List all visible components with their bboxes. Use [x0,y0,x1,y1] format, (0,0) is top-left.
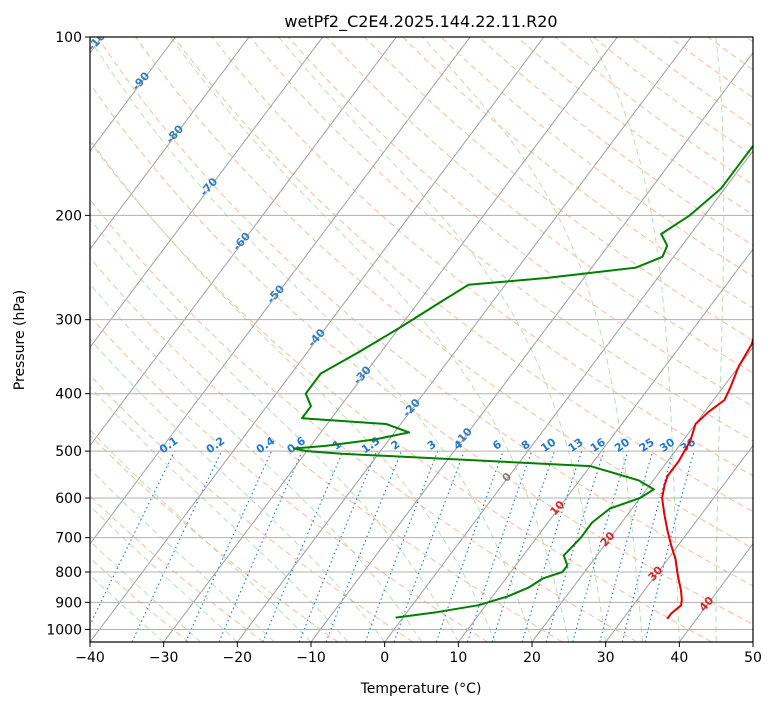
plot-area: -100-90-80-70-60-50-40-30-20-10010203040… [90,37,753,642]
mixing-ratio-line [572,450,629,642]
mixing-ratio-line [466,450,533,642]
dry-adiabat-line [96,37,753,587]
isotherm-line [236,37,692,642]
dry-adiabat-line [402,37,753,309]
temperature-profile-line [661,271,753,620]
moist-adiabat-line [278,37,607,642]
mixing-ratio-line [90,450,176,627]
y-tick-label: 600 [55,491,82,507]
moist-adiabat-line [715,37,725,642]
moist-adiabat-line [422,37,643,642]
x-tick-label: −10 [296,650,326,666]
isotherm-line [457,248,753,642]
isotherm-line [605,444,753,642]
y-tick-label: 500 [55,444,82,460]
x-axis-label: Temperature (°C) [360,681,482,697]
isotherm-line [90,37,397,447]
moist-adiabat-line [90,138,496,642]
moist-adiabat-line [588,37,680,642]
moist-adiabat-line [170,37,570,642]
y-tick-label: 700 [55,531,82,547]
isotherm-line [531,346,753,642]
y-tick-label: 400 [55,387,82,403]
mixing-ratio-line [364,450,439,642]
moist-adiabat-line [90,338,386,642]
y-axis: 1000 900 800 700 600 500 400 300 200 100 [46,30,90,638]
mixing-ratio-line [521,450,583,642]
x-tick-label: −30 [149,650,179,666]
dry-adiabat-line [211,37,753,477]
isotherm-line [384,150,753,642]
isotherm-line [310,51,753,642]
x-tick-label: −40 [75,650,105,666]
x-tick-label: 20 [523,650,541,666]
mixing-ratio-line [325,450,403,642]
dry-adiabat-line [90,198,638,642]
isotherm-lines [90,37,753,642]
x-tick-label: −20 [223,650,253,666]
moist-adiabat-line [90,38,533,642]
isotherm-line [90,37,324,349]
isotherm-line [90,37,471,545]
mixing-ratio-line [545,450,605,642]
moist-adiabat-line [90,574,165,642]
isotherm-line [90,37,176,152]
moist-adiabat-line [90,218,459,642]
isotherm-line [90,37,545,642]
x-tick-label: 10 [449,650,467,666]
y-tick-label: 1000 [46,622,82,638]
isobar-gridlines [90,37,753,630]
dry-adiabat-line [90,140,712,642]
x-axis: −40 −30 −20 −10 0 10 20 30 40 50 [75,642,762,666]
y-tick-label: 100 [55,30,82,46]
moist-adiabats [90,37,725,642]
dry-adiabat-line [364,37,753,341]
plot-frame [89,36,754,643]
dry-adiabat-line [173,37,753,513]
moist-adiabat-line [90,386,349,642]
sounding-profiles [293,144,753,620]
dry-adiabat-line [90,83,753,625]
moist-adiabat-line [90,283,422,642]
dry-adiabat-line [90,374,414,642]
x-tick-label: 40 [670,650,688,666]
dewpoint-profile-line [293,144,753,619]
isotherm-line [163,37,618,642]
x-tick-label: 0 [380,650,389,666]
y-tick-label: 200 [55,208,82,224]
x-tick-label: 30 [597,650,615,666]
y-tick-label: 800 [55,565,82,581]
chart-title: wetPf2_C2E4.2025.144.22.11.R20 [284,12,557,32]
y-axis-label: Pressure (hPa) [12,290,28,390]
x-tick-label: 50 [744,650,762,666]
y-tick-label: 900 [55,595,82,611]
y-tick-label: 300 [55,313,82,329]
isotherm-line [90,37,250,250]
